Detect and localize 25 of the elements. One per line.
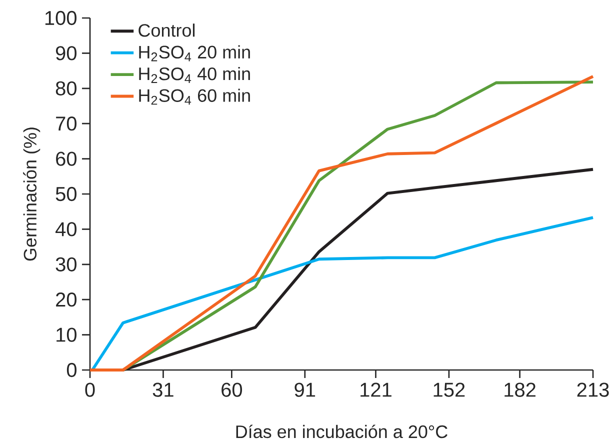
x-axis-title: Días en incubación a 20°C <box>236 424 448 438</box>
x-tick-label: 182 <box>504 382 536 397</box>
x-tick-label: 213 <box>577 382 609 397</box>
x-tick-label: 0 <box>85 382 95 397</box>
y-tick-label: 40 <box>56 222 76 236</box>
y-tick-label: 100 <box>45 10 76 26</box>
x-tick-label: 60 <box>222 382 242 397</box>
x-tick-label: 31 <box>152 382 174 397</box>
y-tick-label: 90 <box>56 46 76 60</box>
legend-label: Control <box>138 24 195 37</box>
y-tick-label: 80 <box>56 81 76 96</box>
y-tick-label: 50 <box>56 186 76 202</box>
legend-label: H$_{2}$SO$_{4}$ 20 min <box>139 45 250 62</box>
y-axis-title: Germinación (%) <box>23 128 40 261</box>
x-tick-label: 121 <box>360 382 392 397</box>
y-tick-label: 20 <box>56 292 76 307</box>
x-tick-label: 91 <box>294 382 316 397</box>
y-tick-label: 60 <box>56 152 76 166</box>
y-tick-label: 70 <box>56 116 76 131</box>
y-tick-label: 0 <box>66 362 76 378</box>
legend-label: H$_{2}$SO$_{4}$ 60 min <box>139 88 250 105</box>
y-tick-label: 30 <box>56 257 76 272</box>
legend-label: H$_{2}$SO$_{4}$ 40 min <box>139 67 250 83</box>
y-tick-label: 10 <box>56 328 76 342</box>
x-tick-label: 152 <box>434 382 465 397</box>
